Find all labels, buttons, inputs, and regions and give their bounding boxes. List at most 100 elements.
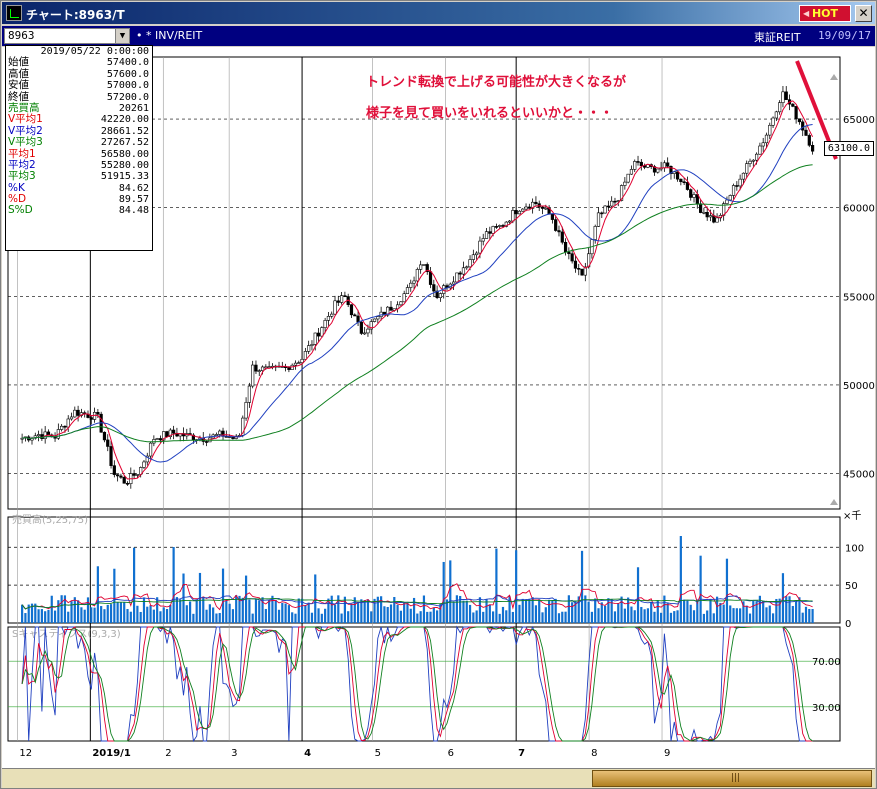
candle-body <box>810 145 815 152</box>
candle-body <box>501 225 505 227</box>
volume-bar <box>745 605 748 623</box>
candle-body <box>636 161 640 163</box>
volume-bar <box>149 605 152 623</box>
candle-body <box>402 293 406 303</box>
volume-bar <box>294 613 297 623</box>
hot-button[interactable]: HOT <box>799 5 851 22</box>
candle-body <box>794 106 798 120</box>
volume-bar <box>752 600 755 623</box>
chart-area[interactable]: 12 2019/1 2 3 4 5 6 7 8 9 45000 50000 55000 60000 6500… <box>2 47 875 787</box>
candle-body <box>758 145 762 155</box>
volume-bar <box>396 604 399 623</box>
info-value: 57600.0 <box>106 68 149 80</box>
volume-tick-label: 50 <box>845 581 858 592</box>
candle-body <box>738 178 742 187</box>
volume-bar <box>765 607 768 623</box>
title-bar[interactable]: チャート:8963/T HOT ✕ <box>2 2 875 24</box>
volume-bar <box>795 601 798 623</box>
volume-bar <box>221 568 225 623</box>
info-row: %K 84.62 <box>6 182 152 194</box>
volume-bar <box>669 612 673 623</box>
candle-body <box>300 358 304 363</box>
volume-bar <box>679 536 682 623</box>
volume-bar <box>735 608 738 623</box>
close-button[interactable]: ✕ <box>855 5 872 22</box>
candle-body <box>458 272 462 275</box>
symbol-select[interactable]: 8963 ▼ <box>4 28 130 44</box>
info-value: 55280.00 <box>100 159 149 171</box>
volume-bar <box>785 596 788 623</box>
candle-body <box>399 301 403 306</box>
candle-body <box>409 282 413 288</box>
candle-body <box>514 210 518 215</box>
volume-bar <box>399 610 402 623</box>
volume-bar <box>370 611 373 623</box>
volume-bar <box>228 603 231 623</box>
volume-bar <box>775 598 778 623</box>
volume-bar <box>57 600 60 623</box>
candle-body <box>679 178 683 183</box>
candle-body <box>751 159 755 162</box>
price-tick-label: 50000 <box>843 381 875 392</box>
candle-body <box>652 166 657 173</box>
candle-body <box>313 332 317 345</box>
scroll-thumb[interactable]: ||| <box>592 770 872 787</box>
stoch-sd-line <box>21 626 813 742</box>
candle-body <box>610 200 614 207</box>
volume-bar <box>235 595 238 623</box>
candle-body <box>669 166 673 174</box>
candle-body <box>172 429 176 434</box>
volume-bar <box>584 595 587 623</box>
candle-body <box>488 231 492 234</box>
volume-bar <box>594 598 597 623</box>
volume-bar <box>495 548 498 623</box>
candle-body <box>531 201 535 209</box>
chevron-down-icon[interactable]: ▼ <box>115 29 129 43</box>
candle-body <box>521 208 525 212</box>
volume-bar <box>297 598 300 623</box>
candle-body <box>623 181 627 186</box>
volume-bar <box>788 596 791 623</box>
volume-bar <box>755 601 758 623</box>
candle-body <box>419 264 423 270</box>
candle-body <box>307 345 311 352</box>
volume-bar <box>459 595 462 623</box>
candle-body <box>715 217 719 223</box>
candle-body <box>353 314 357 317</box>
candle-body <box>363 332 367 335</box>
volume-bar <box>347 611 350 623</box>
candle-body <box>797 118 802 123</box>
candle-body <box>257 370 261 372</box>
volume-bar <box>577 596 580 623</box>
time-scrollbar[interactable]: ||| <box>2 768 875 788</box>
volume-panel-title: 売買高(5,25,75) <box>12 513 88 526</box>
volume-bar <box>492 611 495 623</box>
volume-bar <box>663 595 666 623</box>
volume-bar <box>373 598 376 623</box>
volume-bar <box>70 601 73 623</box>
candle-body <box>125 482 130 485</box>
info-label: 始値 <box>8 56 29 69</box>
candle-body <box>165 431 169 437</box>
candle-body <box>554 219 558 231</box>
volume-bar <box>574 601 577 623</box>
candle-body <box>73 409 77 418</box>
volume-bar <box>310 612 314 623</box>
volume-bar <box>142 597 146 623</box>
info-value: 57400.0 <box>106 57 149 69</box>
candle-body <box>527 206 531 209</box>
volume-bar <box>475 610 478 623</box>
volume-bar <box>771 613 775 623</box>
volume-bar <box>350 604 353 623</box>
info-row: S%D 84.48 <box>6 205 152 217</box>
candle-body <box>563 241 568 253</box>
candle-body <box>745 163 749 174</box>
info-label: 安値 <box>8 79 29 92</box>
volume-bar <box>804 606 808 623</box>
candle-body <box>267 366 271 368</box>
candle-body <box>112 465 116 475</box>
volume-bar <box>636 567 640 623</box>
volume-bar <box>666 603 669 623</box>
info-row: 売買高 20261 <box>6 102 152 114</box>
